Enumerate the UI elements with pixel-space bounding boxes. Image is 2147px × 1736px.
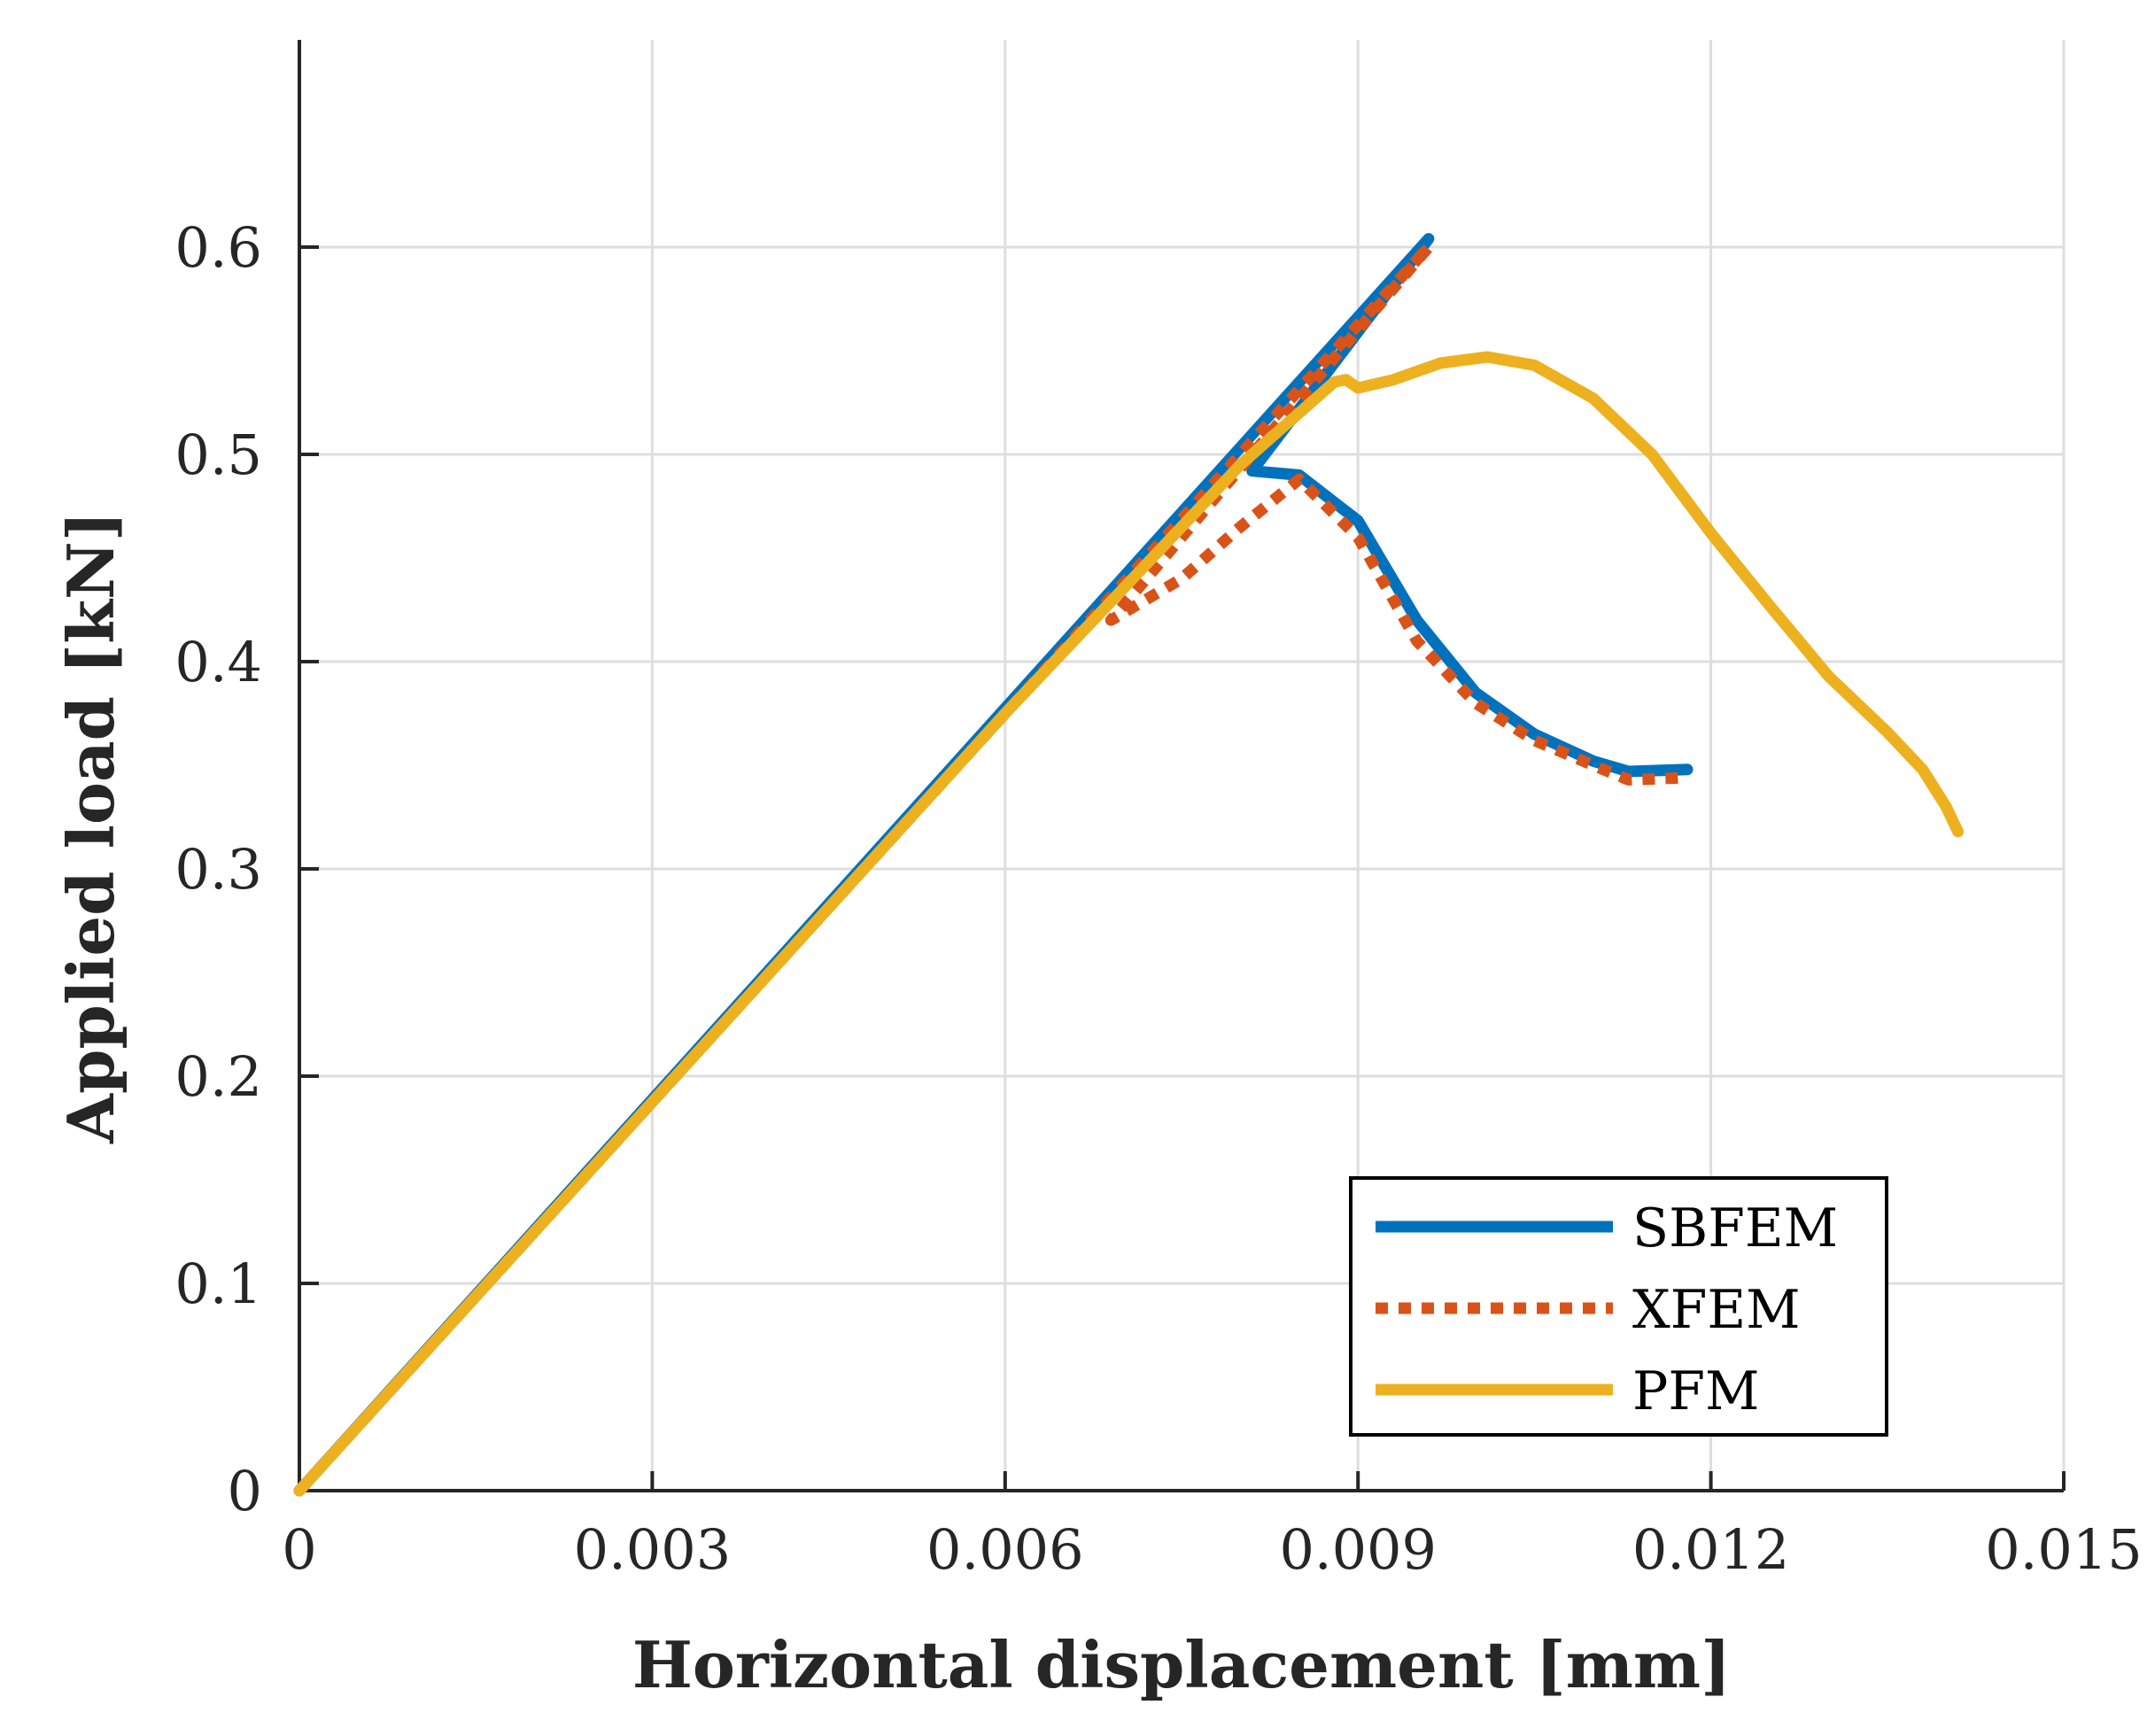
y-tick-label: 0.4 <box>174 630 262 694</box>
y-tick-label: 0.6 <box>174 215 262 280</box>
legend-label-pfm: PFM <box>1632 1360 1759 1422</box>
y-tick-label: 0 <box>228 1459 262 1523</box>
axes <box>298 40 2066 1492</box>
y-axis-label: Applied load [kN] <box>53 511 128 1144</box>
x-tick-label: 0.012 <box>1632 1517 1790 1582</box>
legend: SBFEM XFEM PFM <box>1349 1176 1888 1437</box>
series-line-pfm <box>293 351 1964 1497</box>
x-tick-label: 0.003 <box>574 1517 732 1582</box>
y-tick-label: 0.1 <box>174 1252 262 1316</box>
y-tick-label: 0.2 <box>174 1044 262 1109</box>
y-tick-label: 0.5 <box>174 422 262 487</box>
x-tick-label: 0 <box>282 1517 316 1582</box>
grid-lines <box>299 40 2066 1491</box>
legend-label-xfem: XFEM <box>1632 1279 1801 1341</box>
series-layer <box>293 233 1964 1497</box>
x-tick-label: 0.009 <box>1279 1517 1437 1582</box>
x-tick-label: 0.006 <box>926 1517 1084 1582</box>
legend-label-sbfem: SBFEM <box>1632 1197 1838 1259</box>
series-line-xfem <box>295 241 1688 1495</box>
tick-labels: 0 0.003 0.006 0.009 0.012 0.015 0 0.1 0.2 0.3 0.4 0… <box>174 215 2142 1582</box>
y-tick-label: 0.3 <box>174 837 262 902</box>
x-axis-label: Horizontal displacement [mm] <box>632 1627 1731 1702</box>
x-tick-label: 0.015 <box>1985 1517 2143 1582</box>
